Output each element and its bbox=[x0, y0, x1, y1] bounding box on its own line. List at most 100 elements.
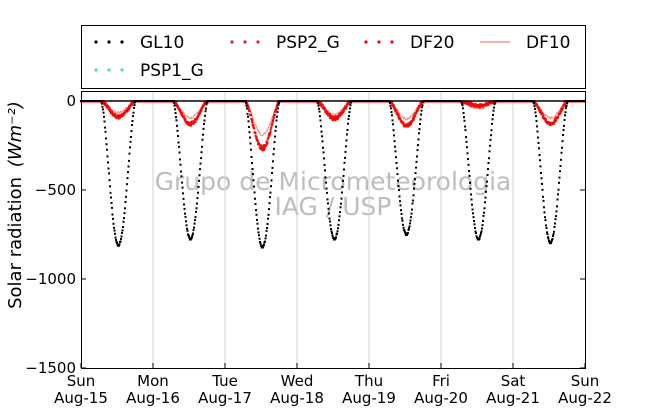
data-point bbox=[128, 105, 130, 108]
daily-peak-point bbox=[260, 245, 264, 249]
data-point bbox=[340, 202, 342, 205]
data-point bbox=[122, 220, 125, 223]
data-point bbox=[398, 195, 401, 198]
data-point bbox=[555, 215, 557, 218]
data-point bbox=[328, 212, 330, 215]
data-point bbox=[201, 104, 204, 107]
data-point bbox=[119, 115, 122, 118]
data-point bbox=[414, 172, 417, 174]
data-point bbox=[174, 100, 177, 103]
data-point bbox=[103, 115, 105, 118]
data-point bbox=[195, 210, 197, 213]
data-point bbox=[321, 140, 324, 143]
data-point bbox=[120, 115, 123, 118]
data-point bbox=[349, 104, 352, 107]
data-point bbox=[128, 159, 130, 162]
data-point bbox=[266, 227, 268, 229]
data-point bbox=[127, 171, 129, 174]
data-point bbox=[264, 144, 267, 147]
data-point bbox=[316, 100, 319, 103]
data-point bbox=[177, 141, 180, 144]
data-point bbox=[467, 101, 469, 103]
x-tick-label-day: Fri bbox=[432, 372, 450, 390]
data-point bbox=[201, 138, 204, 141]
data-point bbox=[543, 206, 545, 209]
data-point bbox=[264, 237, 267, 240]
data-point bbox=[400, 209, 402, 212]
data-point bbox=[112, 112, 115, 115]
data-point bbox=[535, 120, 538, 122]
data-point bbox=[328, 217, 331, 220]
data-point bbox=[188, 235, 190, 238]
data-point bbox=[254, 197, 256, 200]
data-point bbox=[392, 123, 394, 126]
data-point bbox=[111, 206, 113, 209]
data-point bbox=[186, 122, 189, 125]
data-point bbox=[257, 231, 260, 234]
data-point bbox=[416, 107, 419, 110]
data-point bbox=[275, 108, 277, 111]
data-point bbox=[545, 224, 547, 227]
data-point bbox=[408, 122, 411, 125]
data-point bbox=[322, 146, 324, 149]
legend-entry-df10: DF10 bbox=[480, 33, 571, 53]
data-point bbox=[545, 120, 547, 123]
data-point bbox=[108, 107, 111, 110]
data-point bbox=[198, 179, 200, 182]
data-point bbox=[186, 121, 189, 123]
data-point bbox=[461, 104, 464, 107]
data-point bbox=[562, 134, 564, 136]
data-point bbox=[541, 182, 543, 185]
data-point bbox=[463, 116, 465, 119]
data-point bbox=[187, 234, 190, 237]
data-point bbox=[471, 208, 474, 211]
data-point bbox=[488, 157, 490, 160]
data-point bbox=[129, 140, 132, 143]
data-point bbox=[390, 107, 392, 110]
data-point bbox=[251, 121, 254, 124]
data-point bbox=[195, 207, 198, 210]
watermark-line-1: Grupo de Micrometeorologia bbox=[155, 167, 512, 196]
data-point bbox=[559, 165, 562, 167]
data-point bbox=[408, 124, 411, 127]
data-point bbox=[340, 197, 343, 200]
data-point bbox=[547, 237, 550, 240]
data-point bbox=[341, 185, 344, 188]
data-point bbox=[257, 143, 259, 146]
data-point bbox=[400, 213, 403, 215]
data-point bbox=[319, 119, 322, 122]
data-point bbox=[270, 124, 273, 127]
data-point bbox=[324, 176, 327, 179]
data-point bbox=[328, 113, 331, 116]
data-point bbox=[276, 103, 279, 106]
data-point bbox=[182, 197, 185, 200]
data-point bbox=[468, 174, 471, 177]
y-tick-label: −500 bbox=[35, 181, 76, 199]
data-point bbox=[202, 133, 204, 136]
data-point bbox=[413, 187, 415, 190]
data-point bbox=[250, 118, 253, 121]
data-point bbox=[344, 107, 347, 110]
data-point bbox=[490, 134, 492, 137]
data-point bbox=[108, 179, 111, 182]
data-point bbox=[180, 111, 183, 114]
data-point bbox=[101, 102, 103, 105]
data-point bbox=[131, 124, 133, 126]
data-point bbox=[272, 160, 274, 163]
data-point bbox=[124, 201, 127, 203]
data-point bbox=[262, 146, 265, 149]
data-point bbox=[339, 206, 342, 209]
legend-label: GL10 bbox=[140, 33, 184, 53]
data-point bbox=[487, 168, 489, 170]
data-point bbox=[269, 133, 271, 135]
data-point bbox=[411, 208, 413, 211]
data-point bbox=[271, 123, 274, 126]
data-point bbox=[419, 123, 421, 125]
data-point bbox=[330, 117, 333, 120]
data-point bbox=[199, 168, 201, 171]
data-point bbox=[564, 114, 566, 117]
data-point bbox=[274, 135, 276, 138]
data-point bbox=[534, 102, 537, 104]
data-point bbox=[396, 113, 399, 116]
data-point bbox=[255, 209, 257, 212]
